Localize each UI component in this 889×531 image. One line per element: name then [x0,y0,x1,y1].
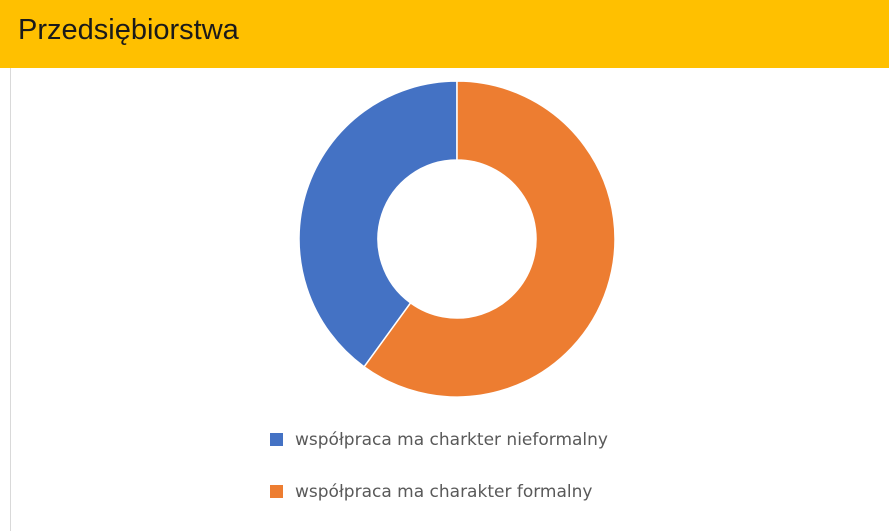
legend-label: współpraca ma charakter formalny [295,482,592,502]
legend-swatch [270,485,283,498]
legend-swatch [270,433,283,446]
donut-segment [363,80,616,398]
legend-label: współpraca ma charkter nieformalny [295,430,608,450]
left-rule [10,68,11,531]
donut-segment [298,80,458,368]
header-title: Przedsiębiorstwa [18,14,239,46]
header-bar: Przedsiębiorstwa [0,0,889,68]
